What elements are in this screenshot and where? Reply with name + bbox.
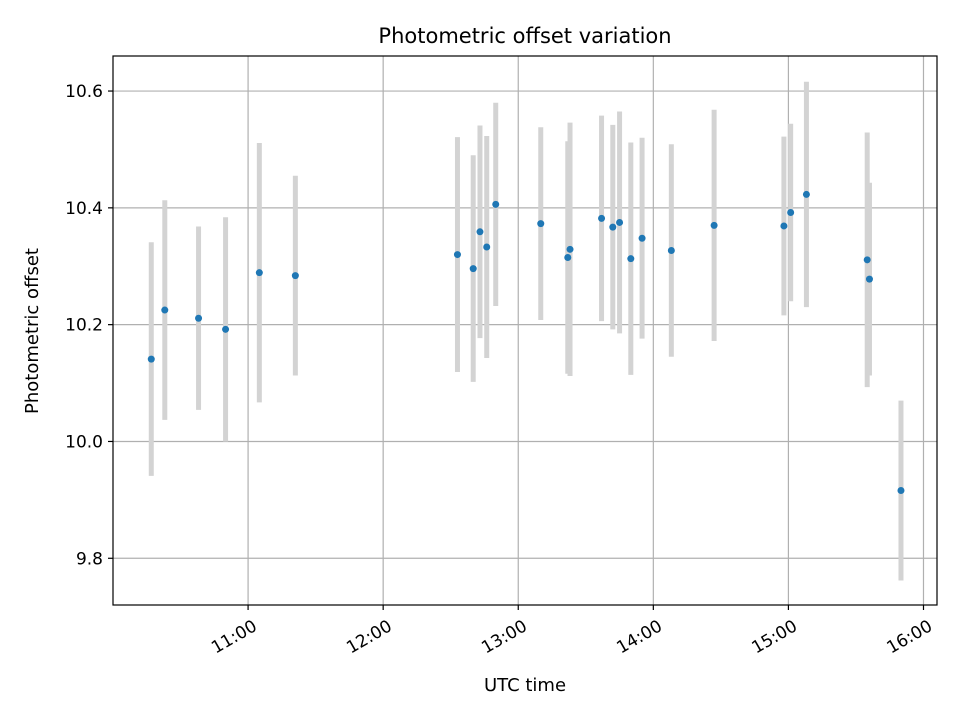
data-points: [147, 190, 905, 495]
data-point: [598, 214, 606, 222]
data-point: [537, 220, 545, 228]
y-tick-label: 10.2: [65, 316, 103, 336]
chart-title: Photometric offset variation: [378, 24, 671, 48]
data-point: [291, 272, 299, 280]
x-tick-label: 11:00: [208, 616, 260, 658]
y-tick-label: 9.8: [76, 549, 103, 569]
y-tick-label: 10.4: [65, 199, 103, 219]
data-point: [787, 209, 795, 217]
plot-frame: [112, 55, 938, 606]
data-point: [195, 314, 203, 322]
grid-lines: [113, 56, 937, 605]
x-tick-label: 16:00: [884, 616, 936, 658]
data-point: [483, 243, 491, 251]
data-point: [780, 222, 788, 230]
data-point: [863, 256, 871, 264]
x-tick-label: 14:00: [613, 616, 665, 658]
data-point: [638, 234, 646, 242]
data-point: [476, 228, 484, 236]
data-point: [564, 253, 572, 261]
x-tick-label: 13:00: [478, 616, 530, 658]
y-axis-label: Photometric offset: [22, 248, 43, 414]
x-tick-label: 15:00: [748, 616, 800, 658]
data-point: [897, 487, 905, 495]
data-point: [255, 269, 263, 277]
x-tick-label: 12:00: [343, 616, 395, 658]
data-point: [710, 221, 718, 229]
data-point: [161, 306, 169, 314]
data-point: [566, 245, 574, 253]
data-point: [222, 325, 230, 333]
data-point: [802, 190, 810, 198]
data-point: [865, 275, 873, 283]
data-point: [453, 251, 461, 259]
x-axis-label: UTC time: [484, 675, 566, 696]
data-point: [147, 355, 155, 363]
data-point: [609, 223, 617, 231]
y-tick-label: 10.6: [65, 82, 103, 102]
data-point: [667, 246, 675, 254]
data-point: [627, 255, 635, 263]
data-point: [469, 265, 477, 273]
data-point: [616, 218, 624, 226]
data-point: [492, 200, 500, 208]
y-tick-label: 10.0: [65, 432, 103, 452]
